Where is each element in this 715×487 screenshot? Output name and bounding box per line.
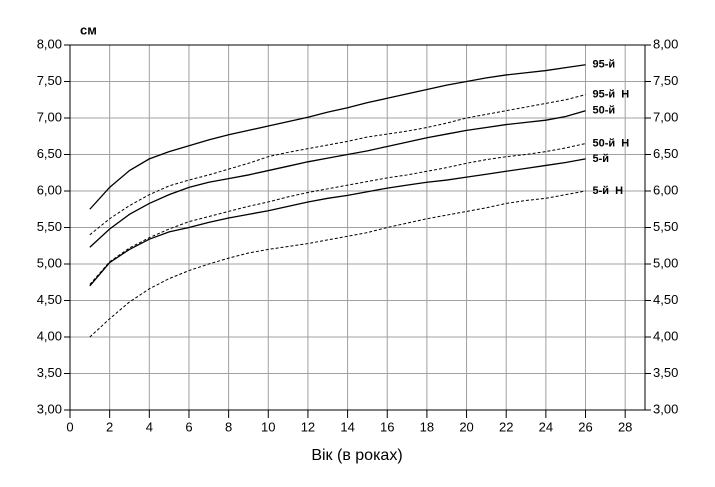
plot-frame [69,44,646,411]
series-line [89,158,586,287]
y-tick-label: 7,50 [37,73,62,88]
x-tick-label: 28 [618,419,632,434]
x-tick-label: 14 [340,419,354,434]
x-tick-label: 12 [301,419,315,434]
y-tick-label: 5,00 [37,255,62,270]
y-tick-label: 8,00 [37,36,62,51]
x-tick-label: 10 [261,419,275,434]
x-tick-label: 4 [146,419,153,434]
x-axis-label: Вік (в роках) [311,447,402,464]
y2-tick-label: 7,50 [653,73,678,88]
x-tick-label: 0 [66,419,73,434]
y-tick-label: 4,00 [37,328,62,343]
series-line [89,94,586,236]
series-label: 5-й Н [593,185,624,197]
y2-tick-label: 6,00 [653,182,678,197]
y-tick-label: 3,00 [37,401,62,416]
y-tick-label: 7,00 [37,109,62,124]
series-label: 5-й [593,153,610,165]
x-tick-label: 8 [225,419,232,434]
series-label: 95-й Н [593,89,630,101]
x-tick-label: 24 [539,419,553,434]
y-tick-label: 3,50 [37,365,62,380]
y2-tick-label: 3,00 [653,401,678,416]
x-tick-label: 18 [420,419,434,434]
series-line [89,190,586,338]
y2-tick-label: 8,00 [653,36,678,51]
y-tick-label: 4,50 [37,292,62,307]
y2-tick-label: 3,50 [653,365,678,380]
series-line [89,64,586,210]
y-tick-label: 6,50 [37,146,62,161]
x-tick-label: 2 [106,419,113,434]
unit-label: см [80,22,97,37]
series-line [89,110,586,248]
x-tick-label: 26 [578,419,592,434]
y-tick-label: 6,00 [37,182,62,197]
y-tick-label: 5,50 [37,219,62,234]
x-tick-label: 20 [459,419,473,434]
series-label: 50-й [593,105,616,117]
series-label: 95-й [593,59,616,71]
series-line [89,143,586,285]
y2-tick-label: 5,50 [653,219,678,234]
y2-tick-label: 4,50 [653,292,678,307]
x-tick-label: 16 [380,419,394,434]
series-label: 50-й Н [593,137,630,149]
y2-tick-label: 7,00 [653,109,678,124]
x-tick-label: 6 [185,419,192,434]
y2-tick-label: 5,00 [653,255,678,270]
y2-tick-label: 6,50 [653,146,678,161]
y2-tick-label: 4,00 [653,328,678,343]
x-tick-label: 22 [499,419,513,434]
